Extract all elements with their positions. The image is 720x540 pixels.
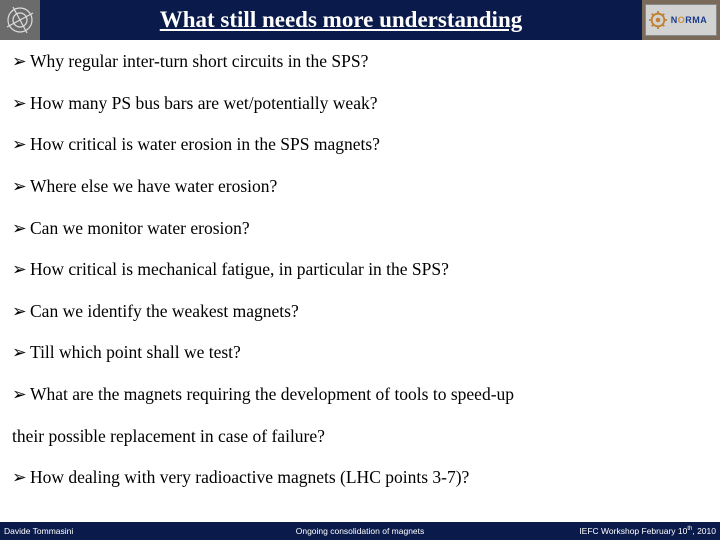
bullet-arrow-icon: ➢ — [12, 256, 30, 283]
bullet-item: ➢ Till which point shall we test? — [12, 339, 708, 366]
bullet-arrow-icon: ➢ — [12, 339, 30, 366]
gear-icon — [649, 11, 667, 29]
bullet-arrow-icon: ➢ — [12, 131, 30, 158]
norma-text: NORMA — [671, 15, 708, 25]
bullet-list: ➢ Why regular inter-turn short circuits … — [0, 40, 720, 491]
bullet-text: How critical is water erosion in the SPS… — [30, 134, 380, 154]
bullet-arrow-icon: ➢ — [12, 173, 30, 200]
footer-title: Ongoing consolidation of magnets — [204, 526, 516, 536]
bullet-arrow-icon: ➢ — [12, 464, 30, 491]
cern-logo-icon — [5, 5, 35, 35]
norma-badge: NORMA — [645, 4, 717, 36]
bullet-text: How many PS bus bars are wet/potentially… — [30, 93, 378, 113]
bullet-text: Can we identify the weakest magnets? — [30, 301, 299, 321]
footer-event: IEFC Workshop February 10th, 2010 — [516, 526, 716, 536]
bullet-text: What are the magnets requiring the devel… — [30, 384, 514, 404]
bullet-text: Why regular inter-turn short circuits in… — [30, 51, 368, 71]
bullet-item: ➢ Can we monitor water erosion? — [12, 215, 708, 242]
norma-logo: NORMA — [642, 0, 720, 40]
slide-title: What still needs more understanding — [160, 7, 523, 32]
bullet-text: Can we monitor water erosion? — [30, 218, 250, 238]
bullet-arrow-icon: ➢ — [12, 381, 30, 408]
bullet-item: ➢ How critical is water erosion in the S… — [12, 131, 708, 158]
bullet-arrow-icon: ➢ — [12, 298, 30, 325]
bullet-continuation: their possible replacement in case of fa… — [12, 423, 708, 450]
footer-date-suffix: , 2010 — [692, 526, 716, 536]
bullet-text: Till which point shall we test? — [30, 342, 241, 362]
slide-header: What still needs more understanding NORM… — [0, 0, 720, 40]
bullet-item: ➢ How critical is mechanical fatigue, in… — [12, 256, 708, 283]
bullet-item: ➢ How dealing with very radioactive magn… — [12, 464, 708, 491]
bullet-arrow-icon: ➢ — [12, 48, 30, 75]
bullet-item: ➢ How many PS bus bars are wet/potential… — [12, 90, 708, 117]
bullet-item: ➢ Where else we have water erosion? — [12, 173, 708, 200]
bullet-text: Where else we have water erosion? — [30, 176, 277, 196]
bullet-arrow-icon: ➢ — [12, 90, 30, 117]
bullet-item: ➢ What are the magnets requiring the dev… — [12, 381, 708, 408]
footer-date-prefix: IEFC Workshop February 10 — [579, 526, 687, 536]
title-container: What still needs more understanding — [40, 7, 642, 33]
bullet-arrow-icon: ➢ — [12, 215, 30, 242]
bullet-item: ➢ Can we identify the weakest magnets? — [12, 298, 708, 325]
cern-logo — [0, 0, 40, 40]
bullet-text: How dealing with very radioactive magnet… — [30, 467, 469, 487]
footer-author: Davide Tommasini — [4, 526, 204, 536]
bullet-text: How critical is mechanical fatigue, in p… — [30, 259, 449, 279]
bullet-item: ➢ Why regular inter-turn short circuits … — [12, 48, 708, 75]
slide-footer: Davide Tommasini Ongoing consolidation o… — [0, 522, 720, 540]
